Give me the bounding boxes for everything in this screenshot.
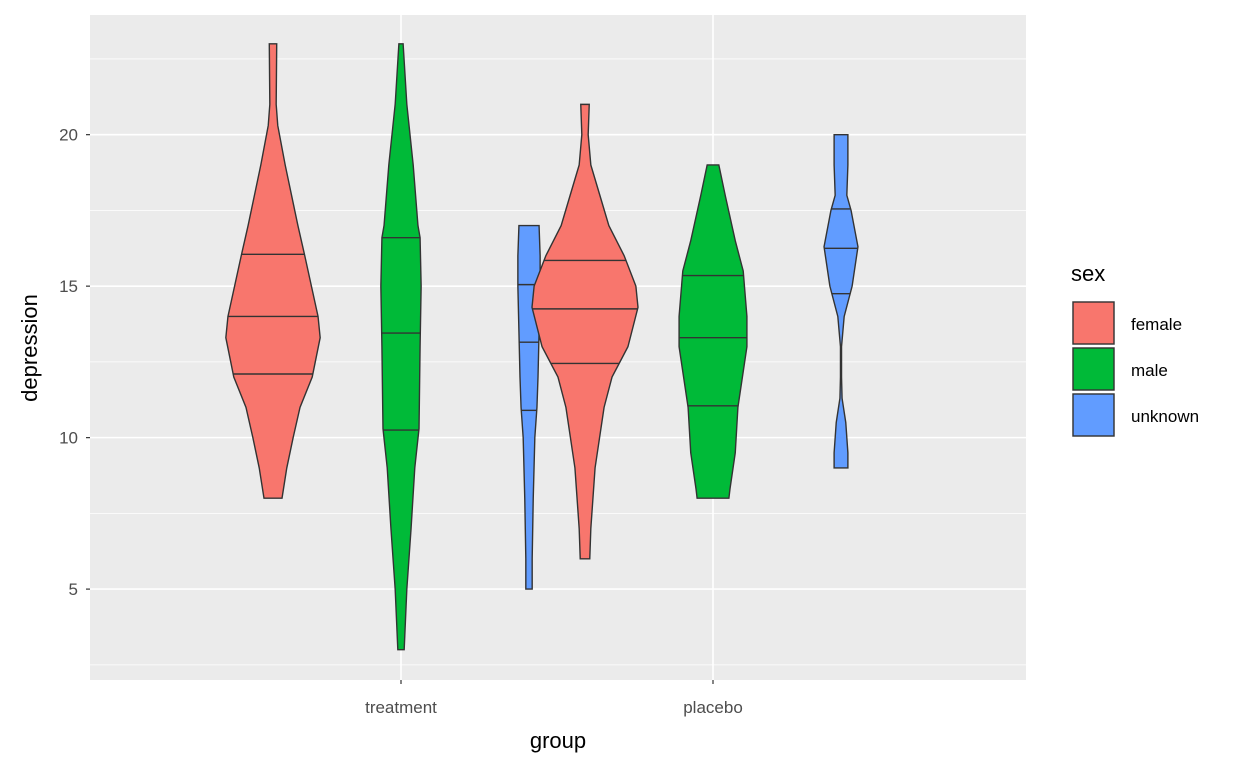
- violins: [225, 43, 859, 651]
- violin-placebo-male: [678, 164, 748, 499]
- legend-key-unknown: [1072, 393, 1115, 437]
- legend-label: unknown: [1131, 407, 1199, 426]
- violin-body: [531, 103, 639, 560]
- legend-label: female: [1131, 315, 1182, 334]
- x-axis-title: group: [530, 728, 586, 753]
- y-tick-label: 15: [59, 277, 78, 296]
- violin-treatment-female: [225, 43, 321, 499]
- y-tick-label: 20: [59, 126, 78, 145]
- y-tick-label: 10: [59, 429, 78, 448]
- legend-key-female: [1072, 301, 1115, 345]
- legend: sex female male unknown: [1071, 261, 1199, 437]
- violin-body: [678, 164, 748, 499]
- y-tick-label: 5: [69, 580, 78, 599]
- violin-treatment-male: [380, 43, 422, 651]
- x-tick-label: placebo: [683, 698, 743, 717]
- y-axis: 5 10 15 20: [59, 126, 90, 599]
- violin-body: [823, 133, 859, 469]
- legend-title: sex: [1071, 261, 1105, 286]
- violin-body: [225, 43, 321, 499]
- violin-body: [380, 43, 422, 651]
- x-tick-label: treatment: [365, 698, 437, 717]
- violin-placebo-unknown: [823, 133, 859, 469]
- legend-label: male: [1131, 361, 1168, 380]
- y-axis-title: depression: [17, 294, 42, 402]
- x-axis: treatment placebo: [365, 680, 743, 717]
- legend-key-male: [1072, 347, 1115, 391]
- violin-placebo-female: [531, 103, 639, 560]
